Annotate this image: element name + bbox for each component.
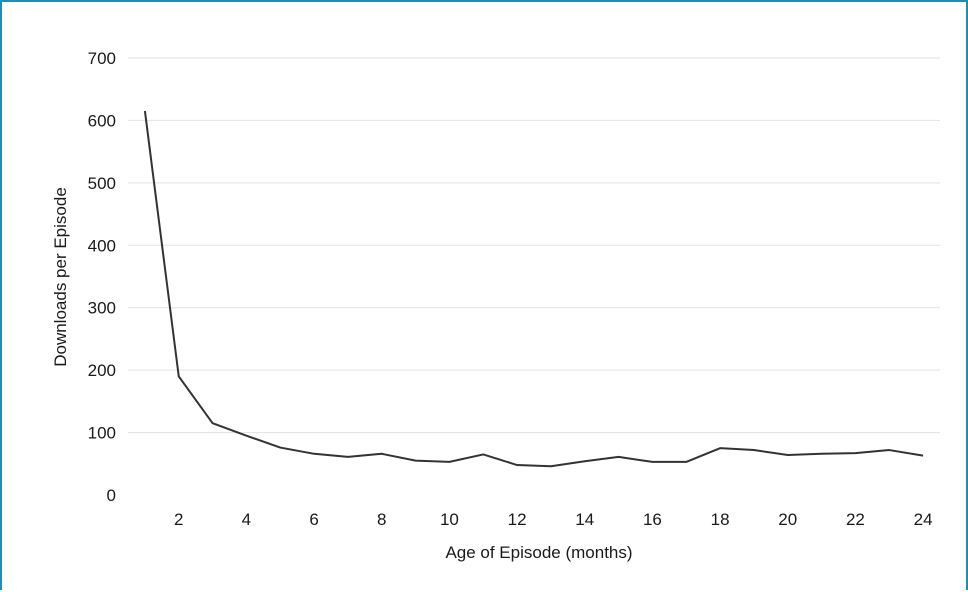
y-tick-label: 0 — [107, 486, 116, 505]
x-tick-label: 20 — [778, 510, 797, 529]
y-tick-label: 700 — [88, 49, 116, 68]
x-tick-label: 14 — [575, 510, 594, 529]
x-tick-label: 24 — [914, 510, 933, 529]
series-line-downloads — [143, 110, 924, 468]
x-tick-label: 4 — [242, 510, 251, 529]
x-tick-label: 8 — [377, 510, 386, 529]
y-axis-ticks: 0 100 200 300 400 500 600 700 — [88, 49, 116, 505]
x-tick-label: 18 — [711, 510, 730, 529]
x-tick-label: 6 — [309, 510, 318, 529]
y-axis-title: Downloads per Episode — [51, 187, 70, 367]
y-tick-label: 300 — [88, 299, 116, 318]
x-tick-label: 10 — [440, 510, 459, 529]
x-tick-label: 12 — [508, 510, 527, 529]
x-tick-label: 2 — [174, 510, 183, 529]
y-tick-label: 500 — [88, 174, 116, 193]
x-axis-title: Age of Episode (months) — [445, 543, 632, 562]
y-tick-label: 600 — [88, 111, 116, 130]
gridlines — [128, 57, 940, 434]
x-tick-label: 22 — [846, 510, 865, 529]
y-tick-label: 400 — [88, 236, 116, 255]
y-tick-label: 100 — [88, 424, 116, 443]
x-tick-label: 16 — [643, 510, 662, 529]
x-axis-ticks: 2 4 6 8 10 12 14 16 18 20 22 24 — [174, 510, 933, 529]
y-tick-label: 200 — [88, 361, 116, 380]
